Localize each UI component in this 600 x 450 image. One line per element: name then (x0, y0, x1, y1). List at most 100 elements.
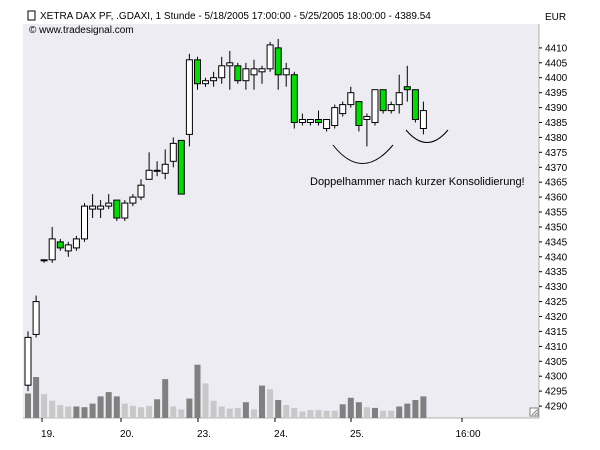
x-tick-label: 23. (197, 429, 211, 440)
candle-body (266, 44, 274, 70)
volume-bar (234, 407, 241, 418)
volume-bar (121, 403, 128, 418)
volume-bar (154, 399, 161, 418)
candle (242, 62, 250, 90)
y-tick-label: 4310 (545, 342, 568, 353)
volume-bar (49, 400, 56, 418)
volume-bar (162, 379, 169, 418)
candle (72, 235, 80, 251)
y-tick-label: 4355 (545, 208, 568, 219)
candle-body (121, 202, 129, 219)
y-tick-label: 4320 (545, 312, 568, 323)
candle-body (298, 119, 306, 123)
x-tick-label: 25. (350, 429, 364, 440)
y-tick-label: 4300 (545, 372, 568, 383)
candle-body (387, 104, 395, 112)
candle (371, 89, 379, 126)
candle-body (210, 77, 218, 82)
candles (24, 38, 427, 392)
chart-header: XETRA DAX PF, .GDAXI, 1 Stunde - 5/18/20… (27, 10, 566, 36)
candle-body (395, 92, 403, 106)
candle-body (145, 169, 153, 180)
candle (97, 200, 105, 218)
candle (177, 139, 185, 195)
candle (56, 238, 64, 251)
volume-bar (412, 400, 419, 418)
candle-body (290, 74, 298, 123)
candle (250, 59, 258, 90)
candle-body (56, 241, 64, 249)
volume-bar (347, 397, 354, 418)
y-tick-label: 4325 (545, 297, 568, 308)
candle (298, 113, 306, 126)
volume-bar (194, 364, 201, 418)
x-axis: 19. 20. 23. 24. 25. 16:00 (41, 418, 481, 440)
candle-body (153, 169, 161, 172)
volume-bar (388, 410, 395, 418)
y-tick-label: 4395 (545, 88, 568, 99)
volume-bar (41, 394, 48, 418)
volume-bar (315, 410, 322, 418)
volume-bar (65, 406, 72, 418)
y-tick-label: 4365 (545, 178, 568, 189)
candle-body (347, 92, 355, 106)
candle (306, 119, 314, 126)
candle-body (379, 89, 387, 112)
volume-bar (81, 407, 88, 418)
candle-body (113, 199, 121, 219)
chart-menu-icon[interactable] (27, 10, 36, 21)
candle (113, 199, 121, 221)
candle-body (250, 68, 258, 76)
y-tick-label: 4345 (545, 237, 568, 248)
volume-bar (138, 407, 144, 418)
y-tick-label: 4350 (545, 223, 568, 234)
candle (121, 200, 129, 221)
candle-body (129, 196, 137, 204)
volume-bar (89, 403, 96, 418)
candle (379, 89, 387, 114)
y-tick-label: 4410 (545, 43, 568, 54)
candle-body (274, 47, 282, 76)
y-tick-label: 4375 (545, 148, 568, 159)
candle (419, 101, 427, 135)
volume-bar (146, 405, 153, 418)
candle-body (97, 205, 105, 210)
volume-bar (372, 407, 378, 418)
volume-bar (267, 389, 274, 418)
candle-body (315, 119, 322, 123)
y-tick-label: 4305 (545, 357, 568, 368)
resize-grip-icon[interactable] (529, 407, 539, 417)
candle (64, 241, 72, 257)
candle-body (411, 89, 419, 120)
volume-bars (25, 364, 427, 418)
candle (32, 295, 40, 338)
candle (266, 41, 274, 72)
candle (290, 71, 298, 129)
volume-bar (307, 410, 314, 418)
candle-body (89, 205, 97, 210)
candle-body (226, 62, 234, 67)
volume-bar (339, 404, 346, 418)
candle-body (48, 238, 56, 261)
candle-body (194, 59, 201, 85)
candle-body (40, 259, 48, 262)
candle-body (339, 104, 347, 115)
candle-body (161, 163, 169, 174)
annotation-text: Doppelhammer nach kurzer Konsolidierung! (310, 176, 525, 188)
candle-body (306, 119, 314, 123)
candle (89, 194, 97, 218)
candle (145, 152, 153, 180)
volume-bar (404, 403, 411, 418)
x-tick-label: 19. (41, 429, 55, 440)
volume-bar (186, 398, 193, 418)
volume-bar (129, 405, 136, 418)
candle-body (403, 86, 411, 91)
candle (315, 110, 322, 126)
candle-body (185, 59, 193, 135)
y-tick-label: 4315 (545, 327, 568, 338)
y-tick-label: 4405 (545, 58, 568, 69)
candle-body (363, 116, 371, 120)
chart-title: XETRA DAX PF, .GDAXI, 1 Stunde - 5/18/20… (40, 11, 431, 22)
candle-body (419, 110, 427, 129)
